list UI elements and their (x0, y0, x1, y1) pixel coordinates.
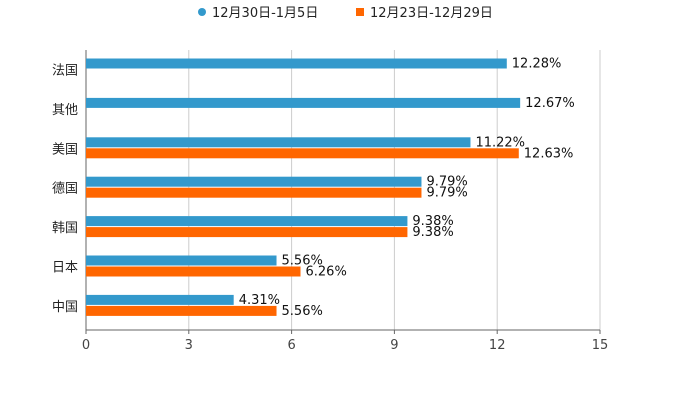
data-label: 5.56% (282, 254, 323, 269)
bar-series-2 (86, 266, 301, 277)
bar-series-1 (86, 176, 422, 187)
bar-series-1 (86, 137, 471, 148)
tick-label: 6 (287, 338, 295, 353)
category-label: 日本 (52, 261, 78, 276)
legend-label-series-2: 12月23日-12月29日 (370, 6, 493, 21)
data-label: 9.79% (426, 175, 467, 190)
tick-label: 12 (489, 338, 506, 353)
bar-series-1 (86, 97, 521, 108)
data-label: 4.31% (239, 293, 280, 308)
bars: 12.28% 12.67% 11.22%12.63% 9.79%9.79% 9.38%9… (86, 57, 575, 319)
value-axis: 0 3 6 9 12 15 (82, 330, 608, 353)
bar-series-2 (86, 227, 408, 238)
data-label: 5.56% (282, 304, 323, 319)
data-label: 11.22% (475, 135, 525, 150)
legend: 12月30日-1月5日 12月23日-12月29日 (198, 6, 493, 21)
data-label: 9.38% (412, 225, 453, 240)
bar-series-2 (86, 305, 277, 316)
legend-marker-series-2 (356, 8, 364, 16)
tick-label: 15 (592, 338, 609, 353)
category-label: 其他 (52, 103, 78, 118)
category-label: 德国 (52, 182, 78, 197)
data-label: 12.67% (525, 96, 575, 111)
category-label: 中国 (52, 300, 78, 315)
data-label: 9.38% (412, 214, 453, 229)
tick-label: 3 (185, 338, 193, 353)
category-label: 法国 (52, 64, 78, 79)
bar-series-1 (86, 294, 234, 305)
legend-marker-series-1 (198, 8, 206, 16)
category-label: 韩国 (52, 221, 78, 236)
data-label: 12.28% (512, 57, 562, 72)
bar-series-1 (86, 255, 277, 266)
bar-series-1 (86, 58, 507, 69)
data-label: 6.26% (306, 265, 347, 280)
bar-series-2 (86, 148, 519, 159)
tick-label: 9 (390, 338, 398, 353)
bar-series-2 (86, 187, 422, 198)
category-label: 美国 (52, 142, 78, 157)
data-label: 12.63% (524, 146, 574, 161)
tick-label: 0 (82, 338, 90, 353)
bar-series-1 (86, 216, 408, 227)
data-label: 9.79% (426, 186, 467, 201)
legend-label-series-1: 12月30日-1月5日 (212, 6, 318, 21)
